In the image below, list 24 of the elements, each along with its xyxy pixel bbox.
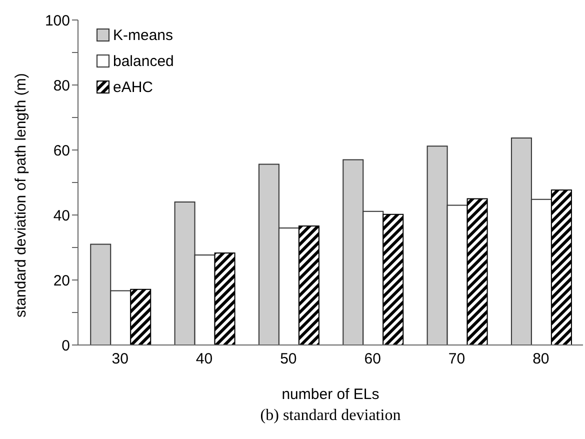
y-axis-title: standard deviation of path length (m) <box>12 73 30 318</box>
bar <box>298 226 320 345</box>
x-tick-label: 70 <box>448 350 466 368</box>
legend-label: balanced <box>113 52 174 70</box>
bar <box>550 189 572 345</box>
x-tick-label: 30 <box>112 350 128 368</box>
y-tick-label: 40 <box>53 207 70 224</box>
x-tick-label: 60 <box>364 350 381 368</box>
x-tick-label: 40 <box>196 350 213 368</box>
y-tick-label: 60 <box>53 142 70 160</box>
legend-label: eAHC <box>113 78 154 96</box>
y-tick-label: 0 <box>62 337 70 354</box>
y-tick-label: 80 <box>53 77 70 94</box>
legend-label: K-means <box>113 26 174 44</box>
y-tick-label: 100 <box>44 12 70 30</box>
y-tick-label: 20 <box>53 272 70 290</box>
x-tick-label: 50 <box>280 350 297 368</box>
bar <box>214 252 236 345</box>
text: (b) standard deviation <box>259 407 402 425</box>
x-axis-title: number of ELs <box>282 386 380 403</box>
bar <box>130 288 152 345</box>
x-tick-label: 80 <box>532 350 550 368</box>
bar <box>466 198 488 345</box>
bar <box>382 214 404 345</box>
